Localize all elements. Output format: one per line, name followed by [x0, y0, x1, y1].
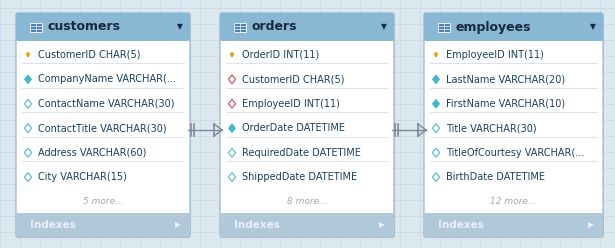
Text: CustomerID CHAR(5): CustomerID CHAR(5)	[242, 74, 344, 84]
Polygon shape	[432, 99, 440, 108]
Polygon shape	[25, 99, 31, 108]
Polygon shape	[432, 148, 440, 157]
Polygon shape	[228, 124, 236, 133]
Bar	[426, 27, 601, 39]
Polygon shape	[228, 75, 236, 84]
Text: customers: customers	[48, 21, 121, 33]
FancyBboxPatch shape	[424, 13, 603, 41]
Text: ShippedDate DATETIME: ShippedDate DATETIME	[242, 172, 357, 182]
FancyBboxPatch shape	[424, 213, 603, 237]
Text: TitleOfCourtesy VARCHAR(...: TitleOfCourtesy VARCHAR(...	[446, 148, 584, 158]
Polygon shape	[25, 148, 31, 157]
Text: 12 more...: 12 more...	[490, 197, 537, 206]
Text: orders: orders	[252, 21, 298, 33]
Text: ▼: ▼	[177, 23, 183, 31]
Polygon shape	[25, 124, 31, 133]
Text: EmployeeID INT(11): EmployeeID INT(11)	[446, 50, 544, 60]
Polygon shape	[228, 148, 236, 157]
Text: ContactName VARCHAR(30): ContactName VARCHAR(30)	[38, 99, 175, 109]
Polygon shape	[432, 173, 440, 182]
Text: FirstName VARCHAR(10): FirstName VARCHAR(10)	[446, 99, 565, 109]
FancyBboxPatch shape	[221, 14, 395, 238]
Bar	[18, 215, 188, 225]
FancyBboxPatch shape	[16, 13, 190, 237]
FancyBboxPatch shape	[425, 14, 604, 238]
Polygon shape	[25, 173, 31, 182]
Bar	[222, 27, 392, 39]
Bar	[426, 215, 601, 225]
Text: Address VARCHAR(60): Address VARCHAR(60)	[38, 148, 146, 158]
Text: EmployeeID INT(11): EmployeeID INT(11)	[242, 99, 340, 109]
FancyBboxPatch shape	[424, 13, 603, 237]
FancyBboxPatch shape	[220, 213, 394, 237]
FancyBboxPatch shape	[220, 13, 394, 237]
Circle shape	[230, 52, 234, 56]
Circle shape	[434, 52, 438, 56]
Text: 5 more...: 5 more...	[82, 197, 124, 206]
Text: RequiredDate DATETIME: RequiredDate DATETIME	[242, 148, 361, 158]
FancyBboxPatch shape	[16, 213, 190, 237]
Text: Indexes: Indexes	[438, 220, 484, 230]
Text: ▼: ▼	[381, 23, 387, 31]
Text: ▼: ▼	[590, 23, 596, 31]
Text: City VARCHAR(15): City VARCHAR(15)	[38, 172, 127, 182]
Text: ▶: ▶	[175, 220, 181, 229]
Text: ▶: ▶	[379, 220, 385, 229]
Text: CustomerID CHAR(5): CustomerID CHAR(5)	[38, 50, 140, 60]
Bar	[18, 27, 188, 39]
FancyBboxPatch shape	[16, 13, 190, 41]
Polygon shape	[432, 75, 440, 84]
Text: CompanyName VARCHAR(...: CompanyName VARCHAR(...	[38, 74, 176, 84]
Text: ContactTitle VARCHAR(30): ContactTitle VARCHAR(30)	[38, 123, 167, 133]
Polygon shape	[432, 124, 440, 133]
Text: OrderDate DATETIME: OrderDate DATETIME	[242, 123, 345, 133]
Text: OrderID INT(11): OrderID INT(11)	[242, 50, 319, 60]
Text: LastName VARCHAR(20): LastName VARCHAR(20)	[446, 74, 565, 84]
Polygon shape	[25, 75, 31, 84]
Bar	[231, 55, 233, 57]
Text: employees: employees	[456, 21, 531, 33]
Text: BirthDate DATETIME: BirthDate DATETIME	[446, 172, 545, 182]
Text: 8 more...: 8 more...	[287, 197, 327, 206]
Text: Title VARCHAR(30): Title VARCHAR(30)	[446, 123, 537, 133]
Text: ▶: ▶	[588, 220, 594, 229]
Text: Indexes: Indexes	[234, 220, 280, 230]
Polygon shape	[228, 99, 236, 108]
Bar	[27, 55, 29, 57]
Polygon shape	[228, 173, 236, 182]
Circle shape	[26, 52, 30, 56]
Bar	[435, 55, 437, 57]
Bar	[438, 23, 450, 31]
Bar	[222, 215, 392, 225]
Bar	[234, 23, 246, 31]
Text: Indexes: Indexes	[30, 220, 76, 230]
FancyBboxPatch shape	[17, 14, 191, 238]
FancyBboxPatch shape	[220, 13, 394, 41]
Bar	[30, 23, 42, 31]
